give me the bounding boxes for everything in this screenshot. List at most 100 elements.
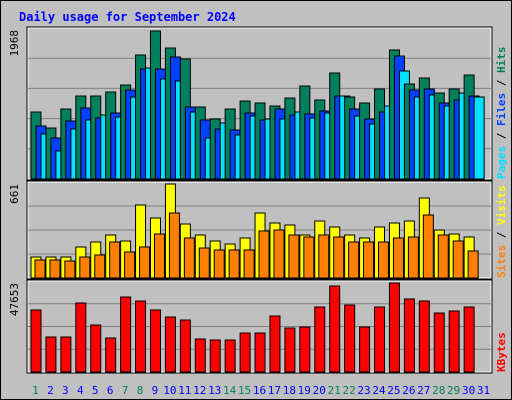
bar-kbytes-day-27-body [418,300,430,373]
bar-kbytes-day-4 [75,302,87,373]
bar-sites-day-26 [407,236,419,279]
bar-kbytes-day-10-body [164,316,176,373]
bar-kbytes-day-19 [299,326,311,373]
bar-kbytes-day-30 [463,306,475,373]
bar-sites-day-20 [318,234,330,279]
bar-sites-day-12 [198,247,210,279]
bar-sites-day-28-body [437,234,449,279]
bar-kbytes-day-2 [45,336,57,373]
bar-kbytes-day-14 [224,339,236,373]
x-tick-day-31: 31 [477,384,490,397]
bar-kbytes-day-25-body [388,282,400,373]
bar-sites-day-27 [422,214,434,279]
bar-kbytes-day-13-body [209,339,221,373]
bar-kbytes-day-7 [120,296,132,373]
bar-sites-day-9 [153,233,165,279]
bar-sites-day-1-body [34,259,46,279]
bar-sites-day-2 [49,259,61,279]
x-tick-day-8: 8 [137,384,144,397]
x-tick-day-26: 26 [402,384,415,397]
x-tick-day-5: 5 [92,384,99,397]
bar-kbytes-day-24-body [374,306,386,373]
x-tick-day-19: 19 [298,384,311,397]
bar-kbytes-day-29-body [448,310,460,373]
bar-sites-day-2-body [49,259,61,279]
bar-kbytes-day-22-body [344,304,356,373]
bar-sites-day-19-body [303,236,315,279]
y-axis-max-label: 47653 [8,283,21,316]
bar-kbytes-day-3 [60,336,72,373]
bar-sites-day-28 [437,234,449,279]
bar-sites-day-8-body [139,246,151,279]
bar-sites-day-30 [467,250,479,279]
x-tick-day-7: 7 [122,384,129,397]
bar-sites-day-25 [392,237,404,279]
bar-kbytes-day-5 [90,324,102,373]
bar-kbytes-day-23 [359,326,371,373]
bar-sites-day-18-body [288,234,300,279]
bar-sites-day-24-body [378,241,390,279]
bar-kbytes-day-24 [374,306,386,373]
bar-sites-day-21 [333,236,345,279]
bar-sites-day-18 [288,234,300,279]
x-tick-day-29: 29 [447,384,460,397]
bar-kbytes-day-28 [433,312,445,373]
legend-separator: / [495,73,508,93]
bar-kbytes-day-8-body [135,300,147,373]
panel-border [26,279,493,374]
bar-sites-day-20-body [318,234,330,279]
legend-separator: / [495,225,508,245]
bar-kbytes-day-13 [209,339,221,373]
bar-kbytes-day-15 [239,332,251,373]
bar-sites-day-5-body [94,254,106,279]
bar-sites-day-6 [109,241,121,279]
x-tick-day-27: 27 [417,384,430,397]
bar-sites-day-26-body [407,236,419,279]
legend-item-files: Files [495,93,508,126]
bar-sites-day-7 [124,251,136,279]
x-tick-day-23: 23 [357,384,370,397]
bar-sites-day-13 [213,249,225,279]
bar-sites-day-4 [79,256,91,279]
bar-sites-day-23 [363,241,375,279]
bar-kbytes-day-17-body [269,315,281,373]
chart-title: Daily usage for September 2024 [19,10,236,24]
bar-sites-day-11 [183,237,195,279]
legend-item-visits: Visits [495,185,508,225]
bar-kbytes-day-6 [105,337,117,373]
x-tick-day-20: 20 [313,384,326,397]
x-tick-day-12: 12 [193,384,206,397]
bar-sites-day-16 [258,230,270,279]
x-tick-day-6: 6 [107,384,114,397]
bar-sites-day-21-body [333,236,345,279]
legend-item-kbytes: KBytes [495,332,508,372]
bar-sites-day-8 [139,246,151,279]
legend-item-sites: Sites [495,245,508,278]
x-tick-day-1: 1 [32,384,39,397]
bar-sites-day-22 [348,241,360,279]
bar-kbytes-day-12-body [194,338,206,373]
bar-kbytes-day-26 [403,298,415,373]
legend-visits-sites: Sites / Visits [495,185,508,278]
bar-sites-day-23-body [363,241,375,279]
x-tick-day-22: 22 [342,384,355,397]
x-tick-day-4: 4 [77,384,84,397]
x-tick-day-2: 2 [47,384,54,397]
x-tick-day-11: 11 [178,384,191,397]
bar-kbytes-day-25 [388,282,400,373]
bar-sites-day-29 [452,240,464,279]
x-tick-day-3: 3 [62,384,69,397]
bar-kbytes-day-2-body [45,336,57,373]
bar-kbytes-day-8 [135,300,147,373]
panel-border [26,180,493,280]
bar-sites-day-1 [34,259,46,279]
bar-sites-day-3-body [64,260,76,279]
bar-kbytes-day-16-body [254,332,266,373]
bar-kbytes-day-12 [194,338,206,373]
x-tick-day-21: 21 [328,384,341,397]
bar-kbytes-day-16 [254,332,266,373]
bar-kbytes-day-18 [284,327,296,373]
bar-kbytes-day-26-body [403,298,415,373]
bar-sites-day-6-body [109,241,121,279]
